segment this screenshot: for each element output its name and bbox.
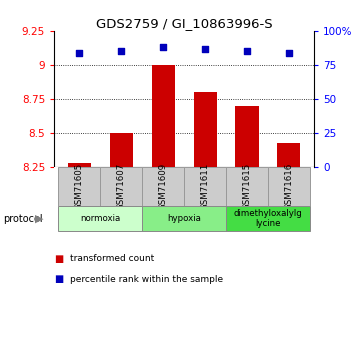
Text: GSM71607: GSM71607 [117, 163, 126, 210]
Point [77, 50, 82, 56]
Bar [193, 92, 217, 167]
Bar [226, 167, 268, 206]
Text: percentile rank within the sample: percentile rank within the sample [70, 275, 223, 284]
Text: GSM71609: GSM71609 [158, 163, 168, 210]
Title: GDS2759 / GI_10863996-S: GDS2759 / GI_10863996-S [96, 17, 273, 30]
Bar [68, 163, 91, 167]
Bar [58, 206, 142, 231]
Text: dimethyloxalylg
lycine: dimethyloxalylg lycine [234, 209, 302, 228]
Text: transformed count: transformed count [70, 254, 155, 263]
Bar [142, 206, 226, 231]
Text: protocol: protocol [4, 214, 43, 224]
Bar [58, 167, 100, 206]
Bar [277, 142, 300, 167]
Point [202, 46, 208, 51]
Point [160, 45, 166, 50]
Bar [184, 167, 226, 206]
Text: ■: ■ [54, 275, 64, 284]
Bar [100, 167, 142, 206]
Bar [110, 133, 133, 167]
Bar [226, 206, 310, 231]
Text: ▶: ▶ [35, 214, 44, 224]
Text: GSM71611: GSM71611 [201, 163, 210, 210]
Text: hypoxia: hypoxia [167, 214, 201, 223]
Bar [268, 167, 310, 206]
Bar [142, 167, 184, 206]
Point [118, 49, 124, 54]
Text: GSM71615: GSM71615 [243, 163, 252, 210]
Text: GSM71616: GSM71616 [284, 163, 293, 210]
Text: GSM71605: GSM71605 [75, 163, 84, 210]
Point [244, 49, 250, 54]
Bar [235, 106, 258, 167]
Text: ■: ■ [54, 254, 64, 264]
Bar [152, 65, 175, 167]
Text: normoxia: normoxia [80, 214, 120, 223]
Point [286, 50, 292, 56]
